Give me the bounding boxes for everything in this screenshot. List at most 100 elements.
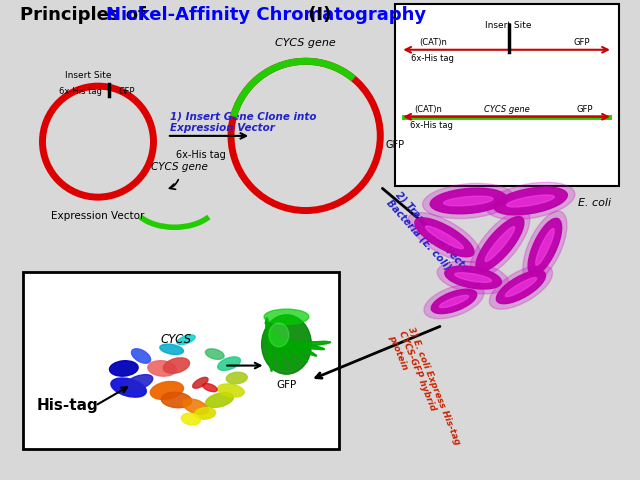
Ellipse shape xyxy=(124,374,153,391)
Ellipse shape xyxy=(408,212,481,262)
Text: His-tag: His-tag xyxy=(36,398,99,413)
Text: 6x-His tag: 6x-His tag xyxy=(177,150,226,160)
Ellipse shape xyxy=(445,266,502,289)
Text: GFP: GFP xyxy=(574,38,591,47)
Ellipse shape xyxy=(439,295,468,308)
Ellipse shape xyxy=(505,277,537,297)
Ellipse shape xyxy=(177,335,195,345)
Ellipse shape xyxy=(266,323,296,366)
Ellipse shape xyxy=(163,358,189,373)
Text: 1) Insert Gene Clone into
Expression Vector: 1) Insert Gene Clone into Expression Vec… xyxy=(170,111,316,132)
Text: Insert Site: Insert Site xyxy=(65,72,111,80)
Ellipse shape xyxy=(431,289,477,313)
Ellipse shape xyxy=(266,319,284,370)
Ellipse shape xyxy=(205,393,234,408)
Ellipse shape xyxy=(266,327,307,362)
Ellipse shape xyxy=(490,265,552,309)
Text: 6x-His tag: 6x-His tag xyxy=(410,120,452,130)
Ellipse shape xyxy=(183,399,209,415)
Ellipse shape xyxy=(266,327,307,362)
Ellipse shape xyxy=(195,408,216,419)
Ellipse shape xyxy=(266,327,307,362)
Ellipse shape xyxy=(277,341,330,348)
Ellipse shape xyxy=(528,218,562,276)
Ellipse shape xyxy=(218,357,241,371)
Text: E. coli: E. coli xyxy=(579,198,611,208)
Ellipse shape xyxy=(272,339,324,349)
Ellipse shape xyxy=(266,319,284,370)
Ellipse shape xyxy=(148,360,177,376)
Text: 6x-His tag: 6x-His tag xyxy=(60,87,102,96)
Ellipse shape xyxy=(272,339,324,349)
Ellipse shape xyxy=(455,273,492,282)
Ellipse shape xyxy=(444,196,493,206)
Ellipse shape xyxy=(109,360,138,376)
Ellipse shape xyxy=(266,318,272,371)
Ellipse shape xyxy=(272,339,324,349)
Ellipse shape xyxy=(272,339,324,349)
Ellipse shape xyxy=(424,284,484,319)
Ellipse shape xyxy=(486,182,575,220)
Ellipse shape xyxy=(266,327,307,362)
Ellipse shape xyxy=(266,319,284,370)
Ellipse shape xyxy=(227,372,247,384)
Ellipse shape xyxy=(268,333,316,356)
Ellipse shape xyxy=(523,211,567,283)
Ellipse shape xyxy=(266,327,307,362)
Ellipse shape xyxy=(493,187,567,215)
Bar xyxy=(395,4,619,186)
Text: Nickel-Affinity Chromatography: Nickel-Affinity Chromatography xyxy=(106,6,426,24)
Ellipse shape xyxy=(266,319,284,370)
Ellipse shape xyxy=(272,339,324,349)
Ellipse shape xyxy=(203,384,217,392)
Bar xyxy=(23,272,339,449)
Ellipse shape xyxy=(266,323,296,366)
Ellipse shape xyxy=(193,377,208,388)
Text: CYCS: CYCS xyxy=(161,333,192,346)
Text: 6x-His tag: 6x-His tag xyxy=(412,54,454,62)
Ellipse shape xyxy=(268,333,316,356)
Ellipse shape xyxy=(272,339,324,349)
Ellipse shape xyxy=(476,216,524,272)
Ellipse shape xyxy=(277,341,330,348)
Ellipse shape xyxy=(277,341,330,348)
Ellipse shape xyxy=(266,319,284,370)
Text: GFP: GFP xyxy=(385,141,404,150)
Ellipse shape xyxy=(266,323,296,366)
Text: CYCS gene: CYCS gene xyxy=(484,105,529,114)
Text: CYCS gene: CYCS gene xyxy=(151,162,208,172)
Ellipse shape xyxy=(266,318,272,371)
Ellipse shape xyxy=(266,318,272,371)
Ellipse shape xyxy=(266,323,296,366)
Text: (I): (I) xyxy=(302,6,331,24)
Text: CYCS gene: CYCS gene xyxy=(275,38,336,48)
Ellipse shape xyxy=(264,309,309,324)
Ellipse shape xyxy=(536,228,554,265)
Ellipse shape xyxy=(268,333,316,356)
Text: GFP: GFP xyxy=(577,105,593,114)
Ellipse shape xyxy=(485,227,515,262)
Ellipse shape xyxy=(266,318,272,371)
Ellipse shape xyxy=(437,261,509,294)
Ellipse shape xyxy=(277,341,330,348)
Text: GFP: GFP xyxy=(276,380,296,390)
Text: Insert Site: Insert Site xyxy=(485,21,532,30)
Ellipse shape xyxy=(266,319,284,370)
Ellipse shape xyxy=(266,327,307,362)
Ellipse shape xyxy=(426,226,463,249)
Ellipse shape xyxy=(268,333,316,356)
Ellipse shape xyxy=(430,188,506,214)
Ellipse shape xyxy=(266,318,272,371)
Ellipse shape xyxy=(131,349,150,363)
Ellipse shape xyxy=(181,413,200,425)
Ellipse shape xyxy=(497,271,545,304)
Ellipse shape xyxy=(266,323,296,366)
Text: (CAT)n: (CAT)n xyxy=(419,38,447,47)
Ellipse shape xyxy=(277,341,330,348)
Ellipse shape xyxy=(470,210,530,278)
Text: 3) E. coli Express His-tag
CYCS-GFP hybrid
protein: 3) E. coli Express His-tag CYCS-GFP hybr… xyxy=(387,325,462,454)
Ellipse shape xyxy=(422,183,514,218)
Ellipse shape xyxy=(161,392,192,408)
Ellipse shape xyxy=(268,333,316,356)
Ellipse shape xyxy=(507,195,554,207)
